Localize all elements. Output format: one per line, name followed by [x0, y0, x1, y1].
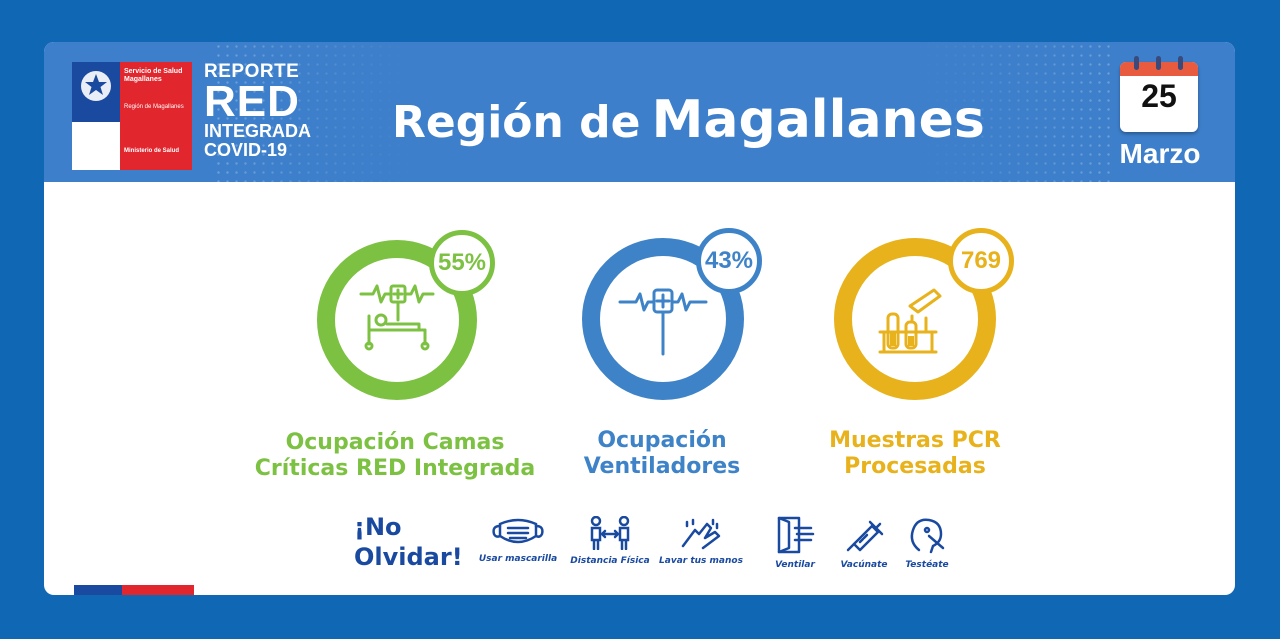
tip-distance: Distancia Física	[568, 516, 652, 566]
tip-label: Testéate	[905, 560, 949, 570]
mask-icon	[492, 518, 544, 544]
stat-value: 43%	[704, 247, 754, 274]
tip-label: Vacúnate	[840, 560, 888, 570]
title-main: Magallanes	[651, 90, 985, 150]
window-icon	[777, 516, 815, 554]
tip-ventilate: Ventilar	[768, 516, 822, 570]
handwash-icon	[681, 518, 721, 550]
reminder-strip: ¡No Olvidar! Usar mascarilla D	[354, 512, 954, 582]
report-title: REPORTE RED INTEGRADA COVID-19	[204, 61, 311, 160]
stat-value: 769	[960, 247, 1002, 274]
header-banner: Servicio de Salud Magallanes Región de M…	[44, 42, 1235, 182]
ministry-name: Ministerio de Salud	[124, 148, 180, 154]
stat-value: 55%	[437, 249, 487, 276]
stat-label-line2: Críticas RED Integrada	[254, 456, 536, 481]
stat-label-line1: Ocupación Camas	[285, 430, 505, 455]
test-tubes-icon	[878, 288, 942, 354]
stat-label-line2: Procesadas	[844, 454, 986, 479]
stat-label-line2: Ventiladores	[583, 454, 741, 479]
ventilator-icon	[618, 288, 708, 356]
service-name: Servicio de Salud Magallanes	[124, 68, 183, 83]
stat-label-line1: Muestras PCR	[829, 428, 1001, 453]
calendar-date: 25 Marzo	[1114, 56, 1204, 180]
tip-label: Distancia Física	[570, 556, 650, 566]
tip-label: Lavar tus manos	[659, 556, 743, 566]
tip-mask: Usar mascarilla	[478, 516, 558, 564]
date-month: Marzo	[1119, 138, 1201, 169]
tip-handwash: Lavar tus manos	[658, 516, 744, 566]
health-service-logo: Servicio de Salud Magallanes Región de M…	[72, 62, 192, 170]
hospital-bed-icon	[359, 284, 435, 351]
date-day: 25	[1141, 78, 1177, 114]
syringe-icon	[846, 520, 884, 552]
reminder-title: ¡No Olvidar!	[354, 513, 463, 571]
tip-label: Usar mascarilla	[478, 554, 558, 564]
distance-icon	[590, 516, 630, 550]
tip-vaccinate: Vacúnate	[834, 516, 894, 570]
region-name: Región de Magallanes	[124, 104, 184, 110]
tip-label: Ventilar	[775, 560, 815, 570]
page-title: Región de Magallanes	[392, 90, 985, 150]
report-card: Servicio de Salud Magallanes Región de M…	[44, 42, 1235, 595]
swab-test-icon	[910, 518, 945, 554]
title-prefix: Región de	[392, 97, 641, 148]
stat-label-line1: Ocupación	[597, 428, 727, 453]
tip-test: Testéate	[900, 516, 954, 570]
coat-of-arms-icon	[81, 71, 111, 101]
